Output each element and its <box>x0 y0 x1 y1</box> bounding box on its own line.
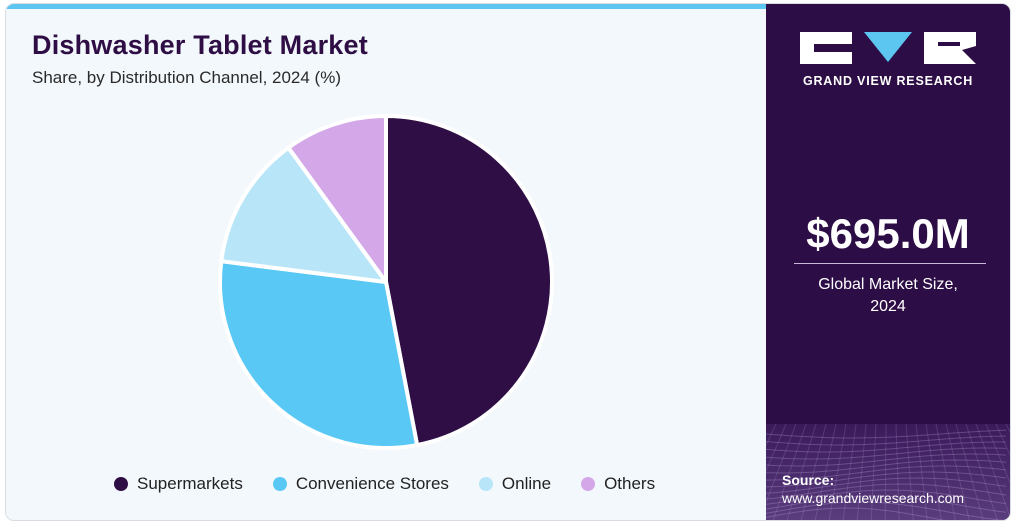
wave-line <box>766 465 1007 481</box>
chart-panel: Dishwasher Tablet Market Share, by Distr… <box>6 4 766 520</box>
wave-grid-line <box>905 424 914 520</box>
pie-slice-online <box>219 145 388 284</box>
wave-grid-line <box>965 424 998 520</box>
pie-slice-supermarkets <box>384 114 554 448</box>
wave-grid-line <box>1005 424 1010 434</box>
wave-line <box>766 435 1007 446</box>
legend-item-convenience-stores: Convenience Stores <box>272 474 449 494</box>
chart-legend: Supermarkets Convenience Stores Online Othe… <box>114 474 685 494</box>
infographic-card: Dishwasher Tablet Market Share, by Distr… <box>6 4 1010 520</box>
wave-pattern <box>766 424 1010 520</box>
wave-line <box>766 495 1007 513</box>
gvr-logo-icon <box>800 32 976 64</box>
legend-item-supermarkets: Supermarkets <box>114 474 243 494</box>
wave-grid-line <box>945 424 970 520</box>
pie-slice-others <box>286 114 388 284</box>
market-size-label-line2: 2024 <box>870 298 906 315</box>
wave-grid-line <box>842 424 857 520</box>
legend-label: Convenience Stores <box>295 474 449 493</box>
legend-swatch <box>581 477 596 491</box>
wave-grid-line <box>975 424 1010 519</box>
wave-line <box>766 477 1007 494</box>
chart-title: Dishwasher Tablet Market <box>32 30 368 60</box>
market-size-label: Global Market Size, 2024 <box>766 274 1010 318</box>
wave-grid-line <box>995 424 1010 457</box>
wave-line <box>766 453 1007 467</box>
wave-grid-line <box>915 424 928 520</box>
wave-grid-line <box>935 424 956 520</box>
wave-grid-line <box>870 424 877 520</box>
brand-panel: GRAND VIEW RESEARCH $695.0M Global Marke… <box>766 4 1010 520</box>
legend-swatch <box>478 477 493 491</box>
wave-grid-line <box>895 424 900 520</box>
source-url[interactable]: www.grandviewresearch.com <box>782 490 965 506</box>
legend-swatch <box>114 477 128 491</box>
wave-grid-line <box>925 424 942 520</box>
legend-label: Others <box>604 474 656 493</box>
wave-grid-line <box>884 424 887 520</box>
wave-line <box>766 489 1007 505</box>
wave-line <box>766 441 1006 453</box>
decorative-wave-background <box>766 424 1010 520</box>
market-size-value: $695.0M <box>806 210 970 257</box>
legend-label: Online <box>501 474 552 493</box>
wave-grid-line <box>985 424 1010 485</box>
wave-grid-line <box>766 424 787 473</box>
chart-subtitle: Share, by Distribution Channel, 2024 (%) <box>32 68 341 87</box>
wave-line <box>766 507 945 520</box>
wave-line <box>766 483 1007 500</box>
source-label: Source: <box>782 472 835 488</box>
legend-item-others: Others <box>581 474 655 494</box>
divider <box>794 263 986 264</box>
legend-item-online: Online <box>478 474 552 494</box>
brand-name: GRAND VIEW RESEARCH <box>802 74 974 88</box>
wave-grid-line <box>766 424 797 504</box>
wave-grid-line <box>786 424 817 520</box>
wave-line <box>766 471 1007 488</box>
wave-line <box>766 501 1006 520</box>
top-accent-bar <box>6 4 766 9</box>
wave-grid-line <box>800 424 827 520</box>
wave-line <box>766 459 1007 474</box>
wave-grid-line <box>766 424 777 447</box>
pie-slice-convenience-stores <box>218 259 420 451</box>
legend-label: Supermarkets <box>137 474 243 493</box>
wave-grid-line <box>955 424 984 520</box>
pie-chart <box>218 114 554 451</box>
wave-grid-line <box>814 424 837 520</box>
wave-grid-line <box>856 424 867 520</box>
wave-line <box>766 447 1007 460</box>
wave-grid-line <box>828 424 847 520</box>
market-size-label-line1: Global Market Size, <box>818 276 958 293</box>
wave-grid-line <box>772 424 807 520</box>
wave-line <box>766 429 1007 439</box>
legend-swatch <box>272 477 287 491</box>
